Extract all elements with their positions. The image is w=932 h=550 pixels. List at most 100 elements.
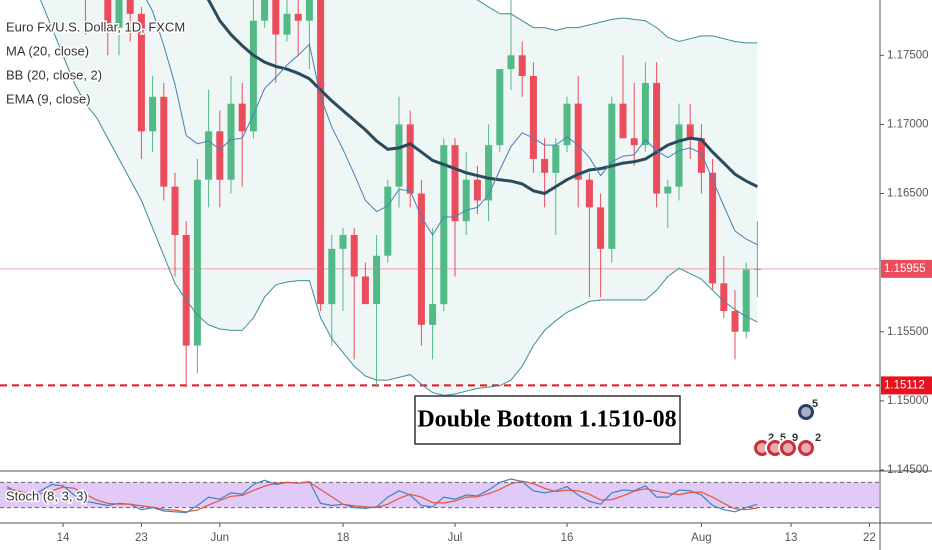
candle-body	[429, 304, 437, 325]
candle-body	[709, 172, 717, 284]
candle-body	[328, 248, 336, 305]
stoch-line	[6, 478, 758, 514]
candle-body	[149, 96, 157, 132]
legend-entry: MA (20, close)	[6, 43, 89, 58]
indicator-line	[476, 0, 758, 44]
candle-body	[485, 145, 493, 201]
annotation: Double Bottom 1.1510-08	[417, 407, 676, 433]
candle-body	[473, 179, 481, 201]
event-icon-inner	[801, 443, 811, 453]
candle-body	[182, 235, 190, 346]
support-label: 1.15112	[884, 379, 925, 391]
candle-body	[317, 0, 325, 305]
x-tick-label: Jun	[211, 532, 230, 544]
event-icon-inner	[801, 407, 811, 417]
candle-body	[619, 103, 627, 139]
y-tick-label: 1.16500	[887, 188, 929, 200]
indicator-line	[206, 0, 759, 196]
event-icon-inner	[770, 443, 780, 453]
candle-body	[350, 235, 358, 277]
chart-title: Euro Fx/U.S. Dollar, 1D, FXCM	[6, 19, 185, 34]
candle-body	[440, 145, 448, 305]
candle-body	[261, 0, 269, 21]
candle-body	[395, 124, 403, 187]
price-label-box	[881, 259, 932, 278]
candle-body	[305, 0, 313, 21]
candle-body	[608, 103, 616, 249]
candle-body	[653, 82, 661, 194]
legend-entry: BB (20, close, 2)	[6, 67, 102, 82]
event-count: 5	[812, 398, 818, 410]
x-tick-label: 14	[57, 532, 70, 544]
stoch-pane	[0, 478, 880, 514]
band-fill	[40, 0, 758, 396]
candle-body	[630, 138, 638, 146]
candle-body	[541, 158, 549, 173]
candle-body	[675, 124, 683, 187]
candle-body	[597, 207, 605, 249]
annotation-box	[414, 395, 681, 445]
x-tick-label: Jul	[448, 532, 463, 544]
event-icon-inner	[757, 443, 767, 453]
y-tick-label: 1.17000	[887, 118, 929, 130]
candle-body	[238, 103, 246, 132]
candle-body	[563, 103, 571, 146]
y-tick-label: 1.15000	[887, 395, 929, 407]
candle-body	[104, 0, 112, 28]
event-icon-inner	[783, 443, 793, 453]
candle-body	[753, 268, 761, 270]
event-count: 2	[815, 432, 821, 444]
x-tick-label: 18	[337, 532, 350, 544]
candle-body	[664, 186, 672, 194]
candle-body	[507, 55, 515, 70]
candle-body	[283, 13, 291, 35]
indicator-line	[146, 0, 758, 246]
candle-body	[742, 269, 750, 332]
event-count: 2	[768, 432, 774, 444]
x-tick-label: Aug	[691, 532, 711, 544]
y-tick-label: 1.14500	[887, 464, 929, 476]
candle-body	[115, 0, 123, 28]
candle-body	[731, 311, 739, 332]
candle-body	[518, 55, 526, 77]
candle-body	[720, 283, 728, 312]
candle-body	[585, 179, 593, 208]
candle-body	[406, 124, 414, 194]
price-label: 1.15955	[884, 263, 926, 275]
candle-body	[361, 276, 369, 305]
candle-body	[294, 13, 302, 21]
y-tick-label: 1.15500	[887, 326, 929, 338]
candle-body	[529, 76, 537, 159]
candle-body	[160, 96, 168, 187]
candle-body	[339, 235, 347, 249]
candle-body	[451, 145, 459, 222]
candle-body	[552, 145, 560, 173]
candle-body	[171, 186, 179, 235]
event-count: 9	[792, 432, 798, 444]
y-tick-label: 1.17500	[887, 49, 929, 61]
candle-body	[462, 179, 470, 222]
candle-body	[384, 186, 392, 256]
x-tick-label: 13	[785, 532, 798, 544]
candle-body	[574, 103, 582, 180]
stoch-line	[6, 480, 758, 513]
price-pane	[0, 0, 880, 396]
event-count: 5	[780, 432, 786, 444]
overlay: 1.14500 1.15000 1.15500 1.16500 1.17000 1.175…	[5, 18, 932, 544]
stoch-title: Stoch (8, 3, 3)	[6, 488, 88, 503]
legend-entry: EMA (9, close)	[6, 91, 91, 106]
candle-body	[137, 13, 145, 132]
support-label-box	[881, 376, 932, 395]
candle-body	[697, 138, 705, 173]
candle-body	[249, 20, 257, 132]
candle-body	[496, 69, 504, 146]
candle-body	[641, 82, 649, 146]
candle-body	[686, 124, 694, 139]
candle-body	[227, 103, 235, 180]
stoch-band	[0, 482, 880, 508]
x-tick-label: 16	[561, 532, 574, 544]
candle-body	[272, 0, 280, 35]
candle-body	[373, 255, 381, 305]
candle-body	[205, 131, 213, 180]
